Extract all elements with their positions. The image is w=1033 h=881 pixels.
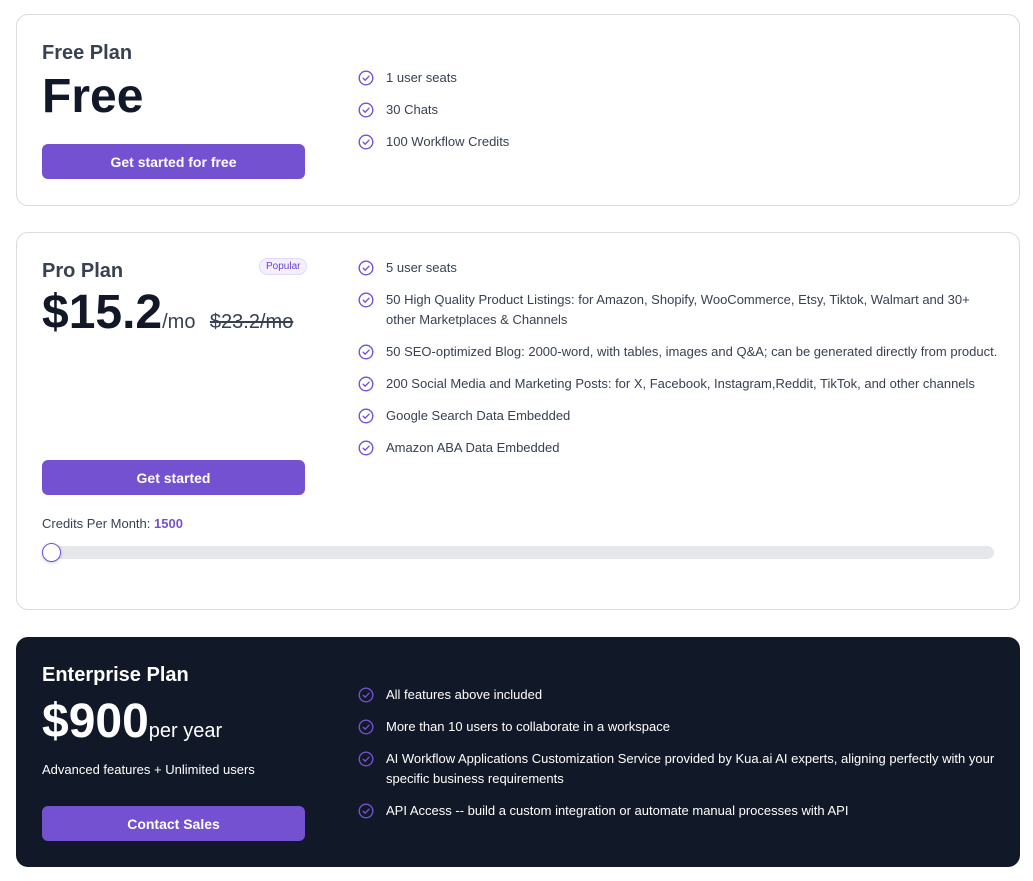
check-circle-icon <box>358 343 374 360</box>
contact-sales-button[interactable]: Contact Sales <box>42 806 305 841</box>
feature-text: API Access -- build a custom integration… <box>386 802 849 818</box>
popular-badge: Popular <box>259 258 308 275</box>
feature-text: 1 user seats <box>386 70 457 85</box>
credits-slider[interactable] <box>42 543 994 562</box>
check-circle-icon <box>358 292 374 308</box>
check-circle-icon <box>358 751 374 767</box>
feature-text: More than 10 users to collaborate in a w… <box>386 719 670 734</box>
get-started-button[interactable]: Get started <box>42 460 305 495</box>
check-circle-icon <box>358 719 374 735</box>
price-unit: /mo <box>162 311 196 333</box>
check-circle-icon <box>358 375 374 392</box>
feature-item: More than 10 users to collaborate in a w… <box>358 717 999 737</box>
check-circle-icon <box>358 687 374 703</box>
feature-item: 50 SEO-optimized Blog: 2000-word, with t… <box>358 342 999 362</box>
price-unit: per year <box>148 720 223 742</box>
plan-price: $15.2 <box>42 286 163 339</box>
feature-list: All features above included More than 10 … <box>358 685 999 833</box>
feature-item: 200 Social Media and Marketing Posts: fo… <box>358 374 999 394</box>
feature-text: 200 Social Media and Marketing Posts: fo… <box>386 375 975 391</box>
credits-label: Credits Per Month: <box>42 516 151 531</box>
check-circle-icon <box>358 407 374 424</box>
feature-item: API Access -- build a custom integration… <box>358 801 999 821</box>
get-started-free-button[interactable]: Get started for free <box>42 144 305 179</box>
feature-text: Google Search Data Embedded <box>386 407 571 423</box>
check-circle-icon <box>358 802 374 819</box>
feature-item: 30 Chats <box>358 100 999 120</box>
feature-list: 5 user seats 50 High Quality Product List… <box>358 258 999 470</box>
plan-price: $900 <box>42 695 149 748</box>
check-circle-icon <box>358 260 374 276</box>
check-circle-icon <box>358 102 374 118</box>
feature-item: AI Workflow Applications Customization S… <box>358 749 999 788</box>
feature-text: 100 Workflow Credits <box>386 134 510 149</box>
plan-price-row: $900per year <box>42 694 305 749</box>
feature-list: 1 user seats 30 Chats 100 Workflow Credits <box>358 68 999 164</box>
plan-name: Pro Plan <box>42 260 124 282</box>
check-circle-icon <box>358 70 374 86</box>
plan-name: Enterprise Plan <box>42 664 189 686</box>
old-price: $23.2/mo <box>209 311 294 333</box>
feature-text: All features above included <box>386 687 543 702</box>
check-circle-icon <box>358 134 374 150</box>
plan-price-row: $15.2/mo $23.2/mo <box>42 285 305 340</box>
credits-value: 1500 <box>154 516 183 531</box>
feature-item: 1 user seats <box>358 68 999 88</box>
feature-item: 5 user seats <box>358 258 999 278</box>
feature-text: AI Workflow Applications Customization S… <box>386 751 995 786</box>
feature-item: Google Search Data Embedded <box>358 406 999 426</box>
feature-text: Amazon ABA Data Embedded <box>386 439 560 455</box>
feature-text: 50 High Quality Product Listings: for Am… <box>386 292 970 327</box>
check-circle-icon <box>358 439 374 456</box>
feature-text: 50 SEO-optimized Blog: 2000-word, with t… <box>386 343 998 359</box>
feature-text: 30 Chats <box>386 102 439 117</box>
enterprise-plan-card: Enterprise Plan $900per year Advanced fe… <box>16 637 1020 867</box>
feature-text: 5 user seats <box>386 260 457 275</box>
free-plan-card: Free Plan Free Get started for free 1 us… <box>16 14 1020 206</box>
feature-item: 50 High Quality Product Listings: for Am… <box>358 290 999 329</box>
feature-item: All features above included <box>358 685 999 705</box>
feature-item: 100 Workflow Credits <box>358 132 999 152</box>
pro-plan-card: Pro Plan Popular $15.2/mo $23.2/mo Get s… <box>16 232 1020 610</box>
credits-label-row: Credits Per Month: 1500 <box>42 516 442 531</box>
feature-item: Amazon ABA Data Embedded <box>358 438 999 458</box>
plan-name: Free Plan <box>42 42 133 64</box>
slider-thumb[interactable] <box>42 543 61 562</box>
plan-subtitle: Advanced features + Unlimited users <box>42 762 255 777</box>
plan-price: Free <box>42 70 144 123</box>
